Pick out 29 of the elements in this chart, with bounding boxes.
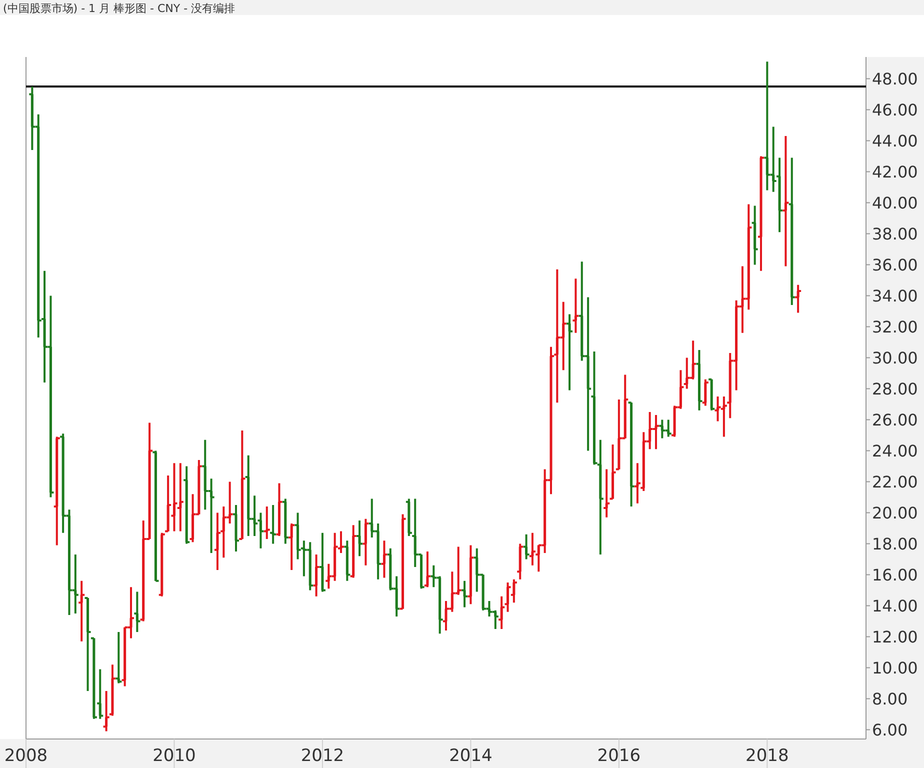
x-tick-label: 2018 [746, 746, 789, 766]
y-tick-label: 44.00 [872, 132, 918, 151]
y-tick-label: 32.00 [872, 318, 918, 337]
y-tick-label: 40.00 [872, 194, 918, 213]
y-tick-label: 42.00 [872, 162, 918, 182]
y-tick-label: 20.00 [872, 504, 918, 523]
y-tick-label: 46.00 [872, 100, 918, 120]
chart-title: (中国股票市场) - 1 月 棒形图 - CNY - 没有编排 [3, 2, 236, 15]
x-tick-label: 2012 [300, 746, 344, 766]
y-tick-label: 28.00 [872, 380, 918, 399]
y-tick-label: 8.00 [872, 690, 908, 709]
y-tick-label: 36.00 [872, 256, 918, 275]
y-tick-label: 30.00 [872, 348, 918, 368]
y-tick-label: 12.00 [872, 628, 918, 647]
y-tick-label: 26.00 [872, 410, 918, 430]
x-tick-label: 2016 [597, 746, 641, 766]
y-tick-label: 38.00 [872, 224, 918, 244]
y-tick-label: 34.00 [872, 286, 918, 306]
y-tick-label: 22.00 [872, 472, 918, 492]
x-tick-label: 2014 [449, 746, 492, 766]
y-tick-label: 18.00 [872, 534, 918, 554]
y-tick-label: 6.00 [872, 720, 908, 740]
x-tick-label: 2008 [4, 746, 48, 766]
y-tick-label: 14.00 [872, 596, 918, 616]
y-tick-label: 48.00 [872, 70, 918, 89]
x-tick-label: 2010 [152, 746, 196, 766]
y-tick-label: 10.00 [872, 658, 918, 678]
y-tick-label: 16.00 [872, 566, 918, 585]
y-tick-label: 24.00 [872, 442, 918, 461]
